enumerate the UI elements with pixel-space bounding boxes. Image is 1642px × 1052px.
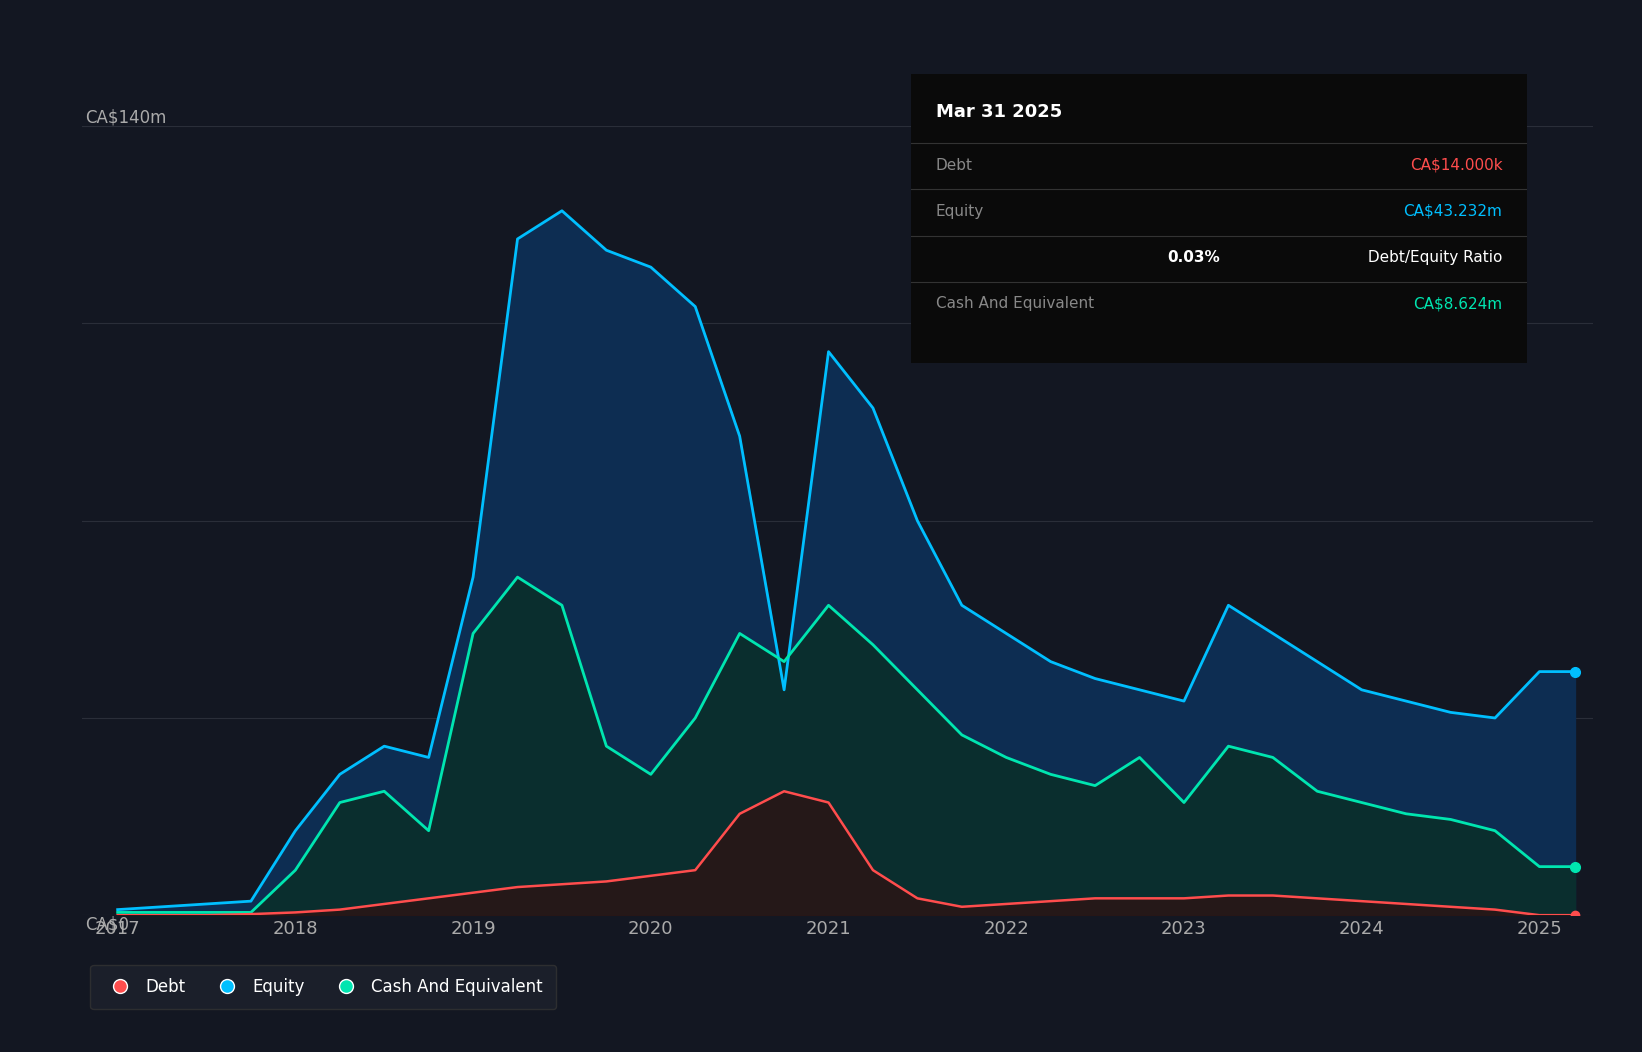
Text: CA$140m: CA$140m	[85, 108, 166, 126]
Text: CA$8.624m: CA$8.624m	[1414, 297, 1502, 311]
Text: CA$0: CA$0	[85, 915, 130, 933]
Text: Cash And Equivalent: Cash And Equivalent	[936, 297, 1094, 311]
Legend: Debt, Equity, Cash And Equivalent: Debt, Equity, Cash And Equivalent	[90, 965, 557, 1010]
Text: Debt/Equity Ratio: Debt/Equity Ratio	[1363, 250, 1502, 265]
Text: Equity: Equity	[936, 204, 984, 219]
Text: 0.03%: 0.03%	[1167, 250, 1220, 265]
Text: Mar 31 2025: Mar 31 2025	[936, 102, 1062, 121]
Text: Debt: Debt	[936, 158, 974, 173]
Text: CA$43.232m: CA$43.232m	[1404, 204, 1502, 219]
Text: CA$14.000k: CA$14.000k	[1410, 158, 1502, 173]
